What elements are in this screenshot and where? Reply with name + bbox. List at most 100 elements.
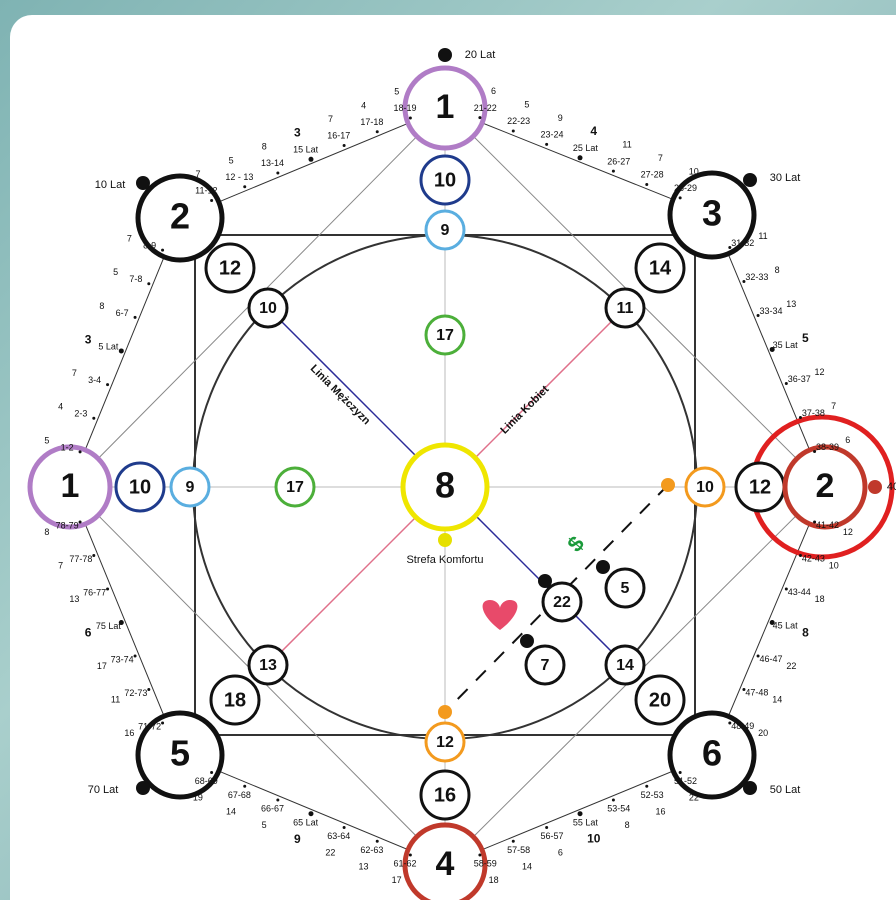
node-circle xyxy=(541,581,583,623)
age-number: 7 xyxy=(195,169,200,179)
node-circle xyxy=(274,466,316,508)
age-range: 2-3 xyxy=(74,409,87,419)
age-number: 8 xyxy=(99,301,104,311)
age-range: 62-63 xyxy=(360,845,383,855)
vertex-dot xyxy=(136,176,150,190)
node-label: 22 xyxy=(553,594,571,611)
dot xyxy=(596,560,610,574)
node-label: 5 xyxy=(621,580,630,597)
node-label: 2 xyxy=(170,196,190,237)
age-dot xyxy=(375,130,379,134)
age-dot xyxy=(742,688,746,692)
money-symbol: $ xyxy=(562,531,589,556)
age-dot xyxy=(728,721,732,725)
age-range: 77-78 xyxy=(69,554,92,564)
age-dot xyxy=(645,784,649,788)
age-dot xyxy=(375,839,379,843)
node-label: 14 xyxy=(616,657,634,674)
age-dot xyxy=(408,853,412,857)
men-line-label: Linia Mężczyzn xyxy=(308,363,373,428)
age-number: 17 xyxy=(97,661,107,671)
node-circle xyxy=(604,567,646,609)
age-range: 7-8 xyxy=(129,274,142,284)
age-number: 9 xyxy=(558,113,563,123)
age-range: 31-32 xyxy=(731,238,754,248)
node-label: 12 xyxy=(219,257,241,279)
age-number: 3 xyxy=(85,332,92,346)
age-number: 8 xyxy=(44,527,49,537)
age-range: 42-43 xyxy=(802,554,825,564)
node-circle xyxy=(634,674,686,726)
node-circle xyxy=(247,644,289,686)
age-range: 15 Lat xyxy=(293,144,319,154)
age-number: 16 xyxy=(124,728,134,738)
age-number: 13 xyxy=(69,594,79,604)
age-dot xyxy=(742,279,746,283)
age-range: 46-47 xyxy=(759,654,782,664)
age-dot xyxy=(78,520,82,524)
age-number: 5 xyxy=(229,155,234,165)
age-dot xyxy=(118,348,124,354)
node-label: 10 xyxy=(129,476,151,498)
node-label: 5 xyxy=(170,733,190,774)
age-number: 6 xyxy=(845,435,850,445)
age-range: 38-39 xyxy=(816,442,839,452)
node-circle xyxy=(782,444,868,530)
node-label: 12 xyxy=(749,476,771,498)
age-dot xyxy=(756,313,760,317)
node-circle xyxy=(667,170,757,260)
vertex-dot xyxy=(743,781,757,795)
node-circle xyxy=(400,442,490,532)
vertex-label: 50 Lat xyxy=(770,784,801,796)
age-range: 52-53 xyxy=(641,790,664,800)
age-range: 12 - 13 xyxy=(225,172,253,182)
age-range: 37-38 xyxy=(802,408,825,418)
age-range: 35 Lat xyxy=(773,340,799,350)
node-circle xyxy=(419,769,471,821)
age-range: 32-33 xyxy=(745,272,768,282)
vertex-label: 30 Lat xyxy=(770,172,801,184)
node-circle xyxy=(604,644,646,686)
node-label: 10 xyxy=(696,479,714,496)
node-label: 4 xyxy=(436,845,455,883)
age-number: 14 xyxy=(772,695,782,705)
age-range: 5 Lat xyxy=(98,341,119,351)
age-dot xyxy=(728,245,732,249)
node-circle xyxy=(204,242,256,294)
age-number: 22 xyxy=(325,848,335,858)
age-number: 5 xyxy=(262,820,267,830)
age-range: 67-68 xyxy=(228,790,251,800)
age-range: 78-79 xyxy=(56,520,79,530)
age-dot xyxy=(545,142,549,146)
age-number: 18 xyxy=(489,875,499,885)
age-dot xyxy=(210,199,214,203)
age-dot xyxy=(106,587,110,591)
age-range: 73-74 xyxy=(111,654,134,664)
age-range: 45 Lat xyxy=(773,621,799,631)
vertex-dot xyxy=(743,173,757,187)
age-range: 17-18 xyxy=(360,117,383,127)
node-label: 6 xyxy=(702,733,722,774)
node-circle xyxy=(209,674,261,726)
node-circle xyxy=(667,710,757,800)
age-range: 33-34 xyxy=(759,306,782,316)
age-number: 12 xyxy=(843,527,853,537)
age-dot xyxy=(784,381,788,385)
age-range: 43-44 xyxy=(788,587,811,597)
age-range: 65 Lat xyxy=(293,817,319,827)
node-label: 3 xyxy=(702,193,722,234)
node-label: 9 xyxy=(186,479,195,496)
node-label: 9 xyxy=(441,222,450,239)
node-circle xyxy=(247,287,289,329)
age-range: 68-69 xyxy=(195,776,218,786)
age-number: 7 xyxy=(127,234,132,244)
age-range: 22-23 xyxy=(507,116,530,126)
node-circle xyxy=(524,644,566,686)
age-range: 53-54 xyxy=(607,804,630,814)
age-number: 14 xyxy=(522,861,532,871)
age-number: 11 xyxy=(111,695,120,705)
vertex-dot xyxy=(438,48,452,62)
node-label: 20 xyxy=(649,689,671,711)
age-number: 6 xyxy=(558,848,563,858)
age-dot xyxy=(784,587,788,591)
